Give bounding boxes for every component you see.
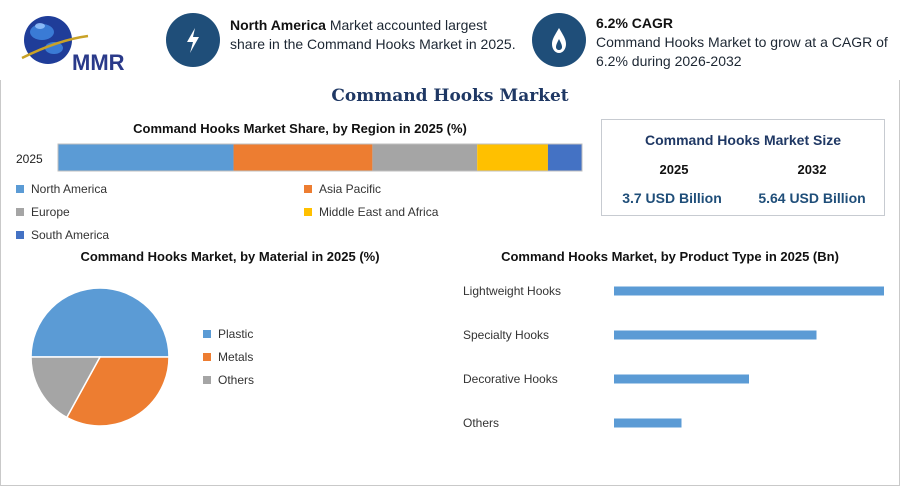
material-legend-plastic: Plastic: [203, 327, 253, 341]
stat1-rest: Market accounted largest share in the Co…: [230, 17, 516, 52]
header-band: MMR North America Market accounted large…: [0, 0, 900, 80]
legend-label: Plastic: [218, 327, 254, 341]
region-legend-south-america: South America: [16, 228, 109, 242]
market-size-value-2032: 5.64 USD Billion: [758, 190, 866, 206]
stat2-bold: 6.2% CAGR: [596, 15, 674, 31]
pie-slice-others: [30, 356, 102, 419]
region-segment-south-america: [547, 144, 582, 171]
product-label-decorative-hooks: Decorative Hooks: [463, 372, 558, 386]
legend-swatch: [203, 376, 211, 384]
product-bar-specialty-hooks: [614, 330, 817, 340]
stat1-bold: North America: [230, 17, 326, 33]
legend-label: Asia Pacific: [319, 182, 382, 196]
region-legend-asia-pacific: Asia Pacific: [304, 182, 381, 196]
legend-swatch: [304, 208, 312, 216]
region-bar-outline: [57, 143, 583, 172]
mmr-logo: MMR: [21, 16, 125, 75]
legend-swatch: [304, 185, 312, 193]
legend-swatch: [16, 231, 24, 239]
region-year-label: 2025: [16, 152, 43, 166]
region-segment-north-america: [58, 144, 234, 171]
legend-swatch: [203, 353, 211, 361]
product-bar-lightweight-hooks: [614, 286, 884, 296]
region-chart-title: Command Hooks Market Share, by Region in…: [133, 121, 467, 136]
stat2-rest: Command Hooks Market to grow at a CAGR o…: [596, 34, 888, 69]
material-pie-chart: [30, 287, 170, 427]
stat-cagr: 6.2% CAGR Command Hooks Market to grow a…: [596, 14, 892, 71]
logo-text: MMR: [72, 50, 125, 75]
legend-label: Middle East and Africa: [319, 205, 439, 219]
market-size-title: Command Hooks Market Size: [644, 132, 842, 148]
product-bar-chart: Lightweight Hooks Specialty Hooks Decorati…: [463, 284, 884, 430]
legend-label: South America: [31, 228, 110, 242]
product-label-specialty-hooks: Specialty Hooks: [463, 328, 549, 342]
material-chart-title: Command Hooks Market, by Material in 202…: [80, 249, 380, 264]
region-segment-middle-east-and-africa: [477, 144, 548, 171]
market-size-year-2032: 2032: [797, 162, 827, 177]
legend-swatch: [203, 330, 211, 338]
product-bar-decorative-hooks: [614, 374, 749, 384]
legend-label: Metals: [218, 350, 254, 364]
region-segment-europe: [372, 144, 478, 171]
legend-swatch: [16, 208, 24, 216]
legend-label: Europe: [31, 205, 70, 219]
pie-slice-metals: [65, 356, 170, 427]
region-chart: 2025: [16, 143, 583, 172]
product-label-others: Others: [463, 416, 499, 430]
product-bar-others: [614, 418, 682, 428]
flame-drop-icon: [532, 13, 586, 67]
legend-swatch: [16, 185, 24, 193]
region-segment-asia-pacific: [233, 144, 373, 171]
stat-north-america: North America Market accounted largest s…: [230, 16, 520, 54]
region-legend-north-america: North America: [16, 182, 107, 196]
legend-label: North America: [31, 182, 108, 196]
product-chart-title: Command Hooks Market, by Product Type in…: [501, 249, 839, 264]
market-size-year-2025: 2025: [659, 162, 689, 177]
region-legend-middle-east-and-africa: Middle East and Africa: [304, 205, 438, 219]
material-legend-metals: Metals: [203, 350, 253, 364]
page-title: Command Hooks Market: [331, 86, 569, 106]
legend-label: Others: [218, 373, 255, 387]
region-legend-europe: Europe: [16, 205, 70, 219]
material-legend-others: Others: [203, 373, 254, 387]
lightning-bolt-icon: [166, 13, 220, 67]
market-size-box: Command Hooks Market Size 2025 2032 3.7 …: [601, 119, 885, 216]
product-label-lightweight-hooks: Lightweight Hooks: [463, 284, 561, 298]
market-size-value-2025: 3.7 USD Billion: [622, 190, 722, 206]
pie-slice-plastic: [30, 287, 170, 358]
